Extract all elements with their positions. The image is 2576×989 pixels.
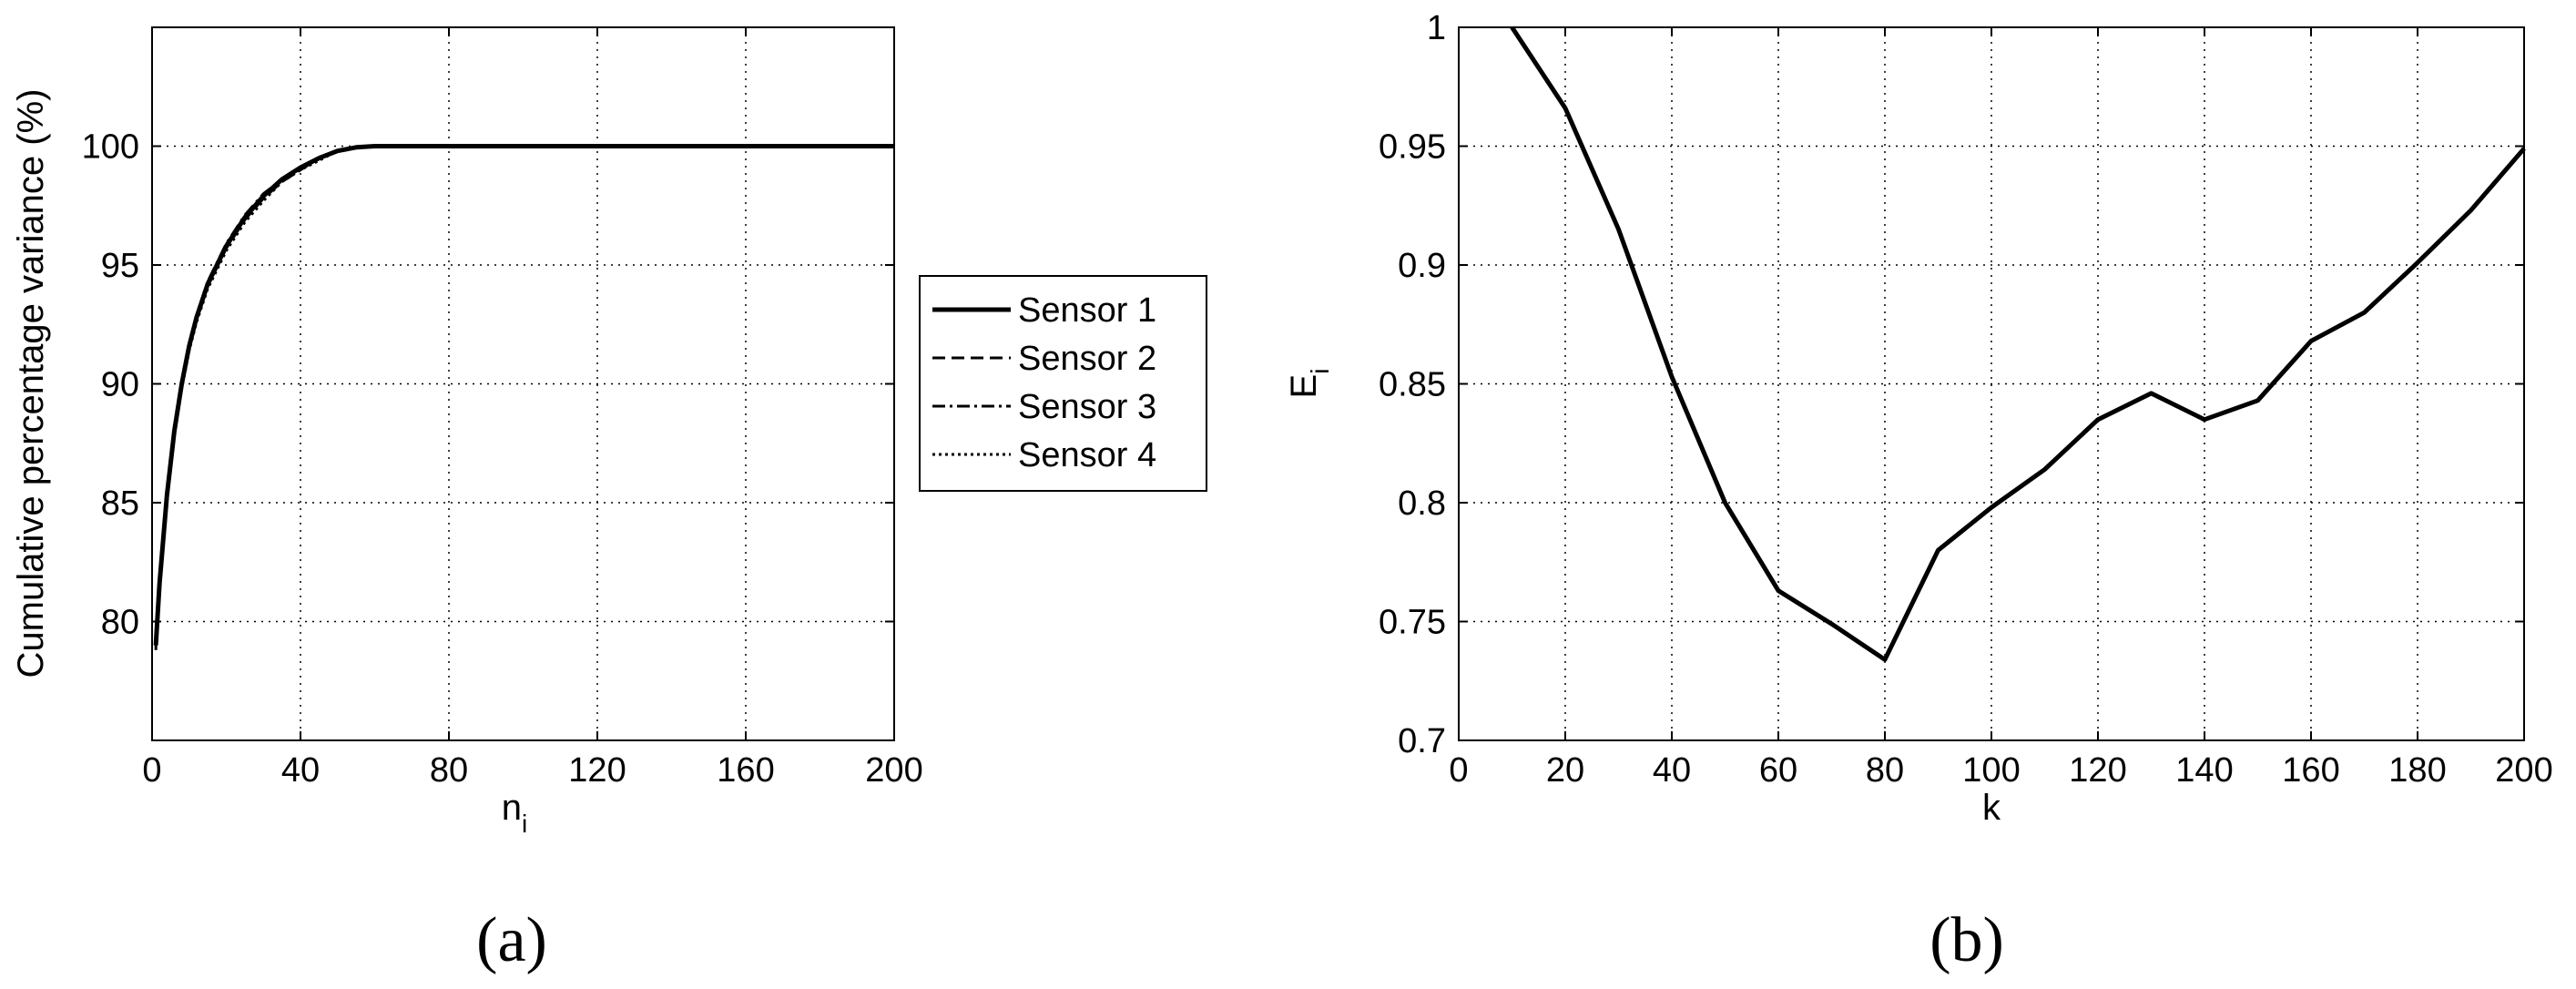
b-y-tick-label: 0.8: [1398, 484, 1446, 523]
b-x-tick-label: 40: [1653, 751, 1691, 790]
a-grid: [152, 27, 894, 740]
a-y-axis-label: Cumulative percentage variance (%): [11, 89, 51, 678]
a-y-tick-label: 85: [101, 484, 139, 523]
b-x-tick-label: 100: [1962, 751, 2020, 790]
a-x-tick-label: 200: [865, 751, 922, 790]
b-series-line-1: [1510, 25, 2526, 662]
b-x-tick-label: 120: [2069, 751, 2126, 790]
a-panel-label: (a): [476, 905, 547, 975]
a-y-tick-label: 95: [101, 247, 139, 285]
b-x-tick-label: 60: [1759, 751, 1797, 790]
a-series-line-sensor-4: [154, 145, 894, 650]
a-x-axis-label: ni: [502, 788, 527, 838]
b-y-tick-label: 0.85: [1379, 366, 1446, 404]
a-series-line-sensor-3: [154, 145, 894, 644]
a-x-axis-label-subscript: i: [522, 810, 527, 838]
b-y-tick-label: 0.7: [1398, 722, 1446, 760]
b-y-tick-label: 0.95: [1379, 128, 1446, 167]
b-y-axis-label-subscript: i: [1306, 369, 1334, 374]
panel-a: 0 40 80 120 160 200 80 85 90 95 100 ni Cumulative …: [11, 26, 1207, 975]
b-y-tick-label: 0.75: [1379, 604, 1446, 642]
a-x-tick-label: 40: [281, 751, 320, 790]
b-ticks: 0 20 40 60 80 100 120 140 160 180 200 0.7 0.75 0.8 0.8…: [1379, 9, 2553, 790]
a-series-line-sensor-1: [153, 144, 894, 646]
b-y-axis-label: Ei: [1284, 369, 1334, 399]
b-y-tick-label: 0.9: [1398, 247, 1446, 285]
a-legend-label-sensor-3: Sensor 3: [1018, 388, 1156, 426]
a-legend-label-sensor-2: Sensor 2: [1018, 340, 1156, 378]
a-legend-label-sensor-1: Sensor 1: [1018, 291, 1156, 330]
a-legend: Sensor 1 Sensor 2 Sensor 3 Sensor 4: [919, 275, 1207, 492]
a-legend-label-sensor-4: Sensor 4: [1018, 436, 1156, 474]
a-series-group: [153, 144, 894, 650]
a-series-line-sensor-2: [154, 145, 894, 648]
b-x-tick-label: 180: [2388, 751, 2446, 790]
b-x-tick-label: 0: [1449, 751, 1468, 790]
b-x-tick-label: 200: [2495, 751, 2552, 790]
a-x-tick-label: 0: [142, 751, 161, 790]
a-plot-frame: [151, 26, 895, 741]
a-y-tick-label: 80: [101, 604, 139, 642]
b-x-tick-label: 20: [1546, 751, 1584, 790]
a-y-tick-label: 100: [82, 128, 139, 167]
b-y-tick-label: 1: [1427, 9, 1446, 47]
b-grid: [1459, 27, 2524, 740]
a-x-tick-label: 80: [430, 751, 468, 790]
panel-b: 0 20 40 60 80 100 120 140 160 180 200 0.7 0.75 0.8 0.8…: [1284, 9, 2553, 975]
a-legend-box: [919, 275, 1207, 492]
a-y-tick-label: 90: [101, 366, 139, 404]
a-x-tick-label: 120: [568, 751, 626, 790]
b-x-tick-label: 140: [2175, 751, 2233, 790]
b-panel-label: (b): [1929, 905, 2004, 975]
b-x-axis-label: k: [1982, 788, 2001, 828]
a-x-tick-label: 160: [717, 751, 774, 790]
a-ticks: 0 40 80 120 160 200 80 85 90 95 100: [82, 27, 923, 790]
b-x-tick-label: 160: [2282, 751, 2339, 790]
b-series-group: [1510, 25, 2526, 662]
b-x-tick-label: 80: [1866, 751, 1904, 790]
